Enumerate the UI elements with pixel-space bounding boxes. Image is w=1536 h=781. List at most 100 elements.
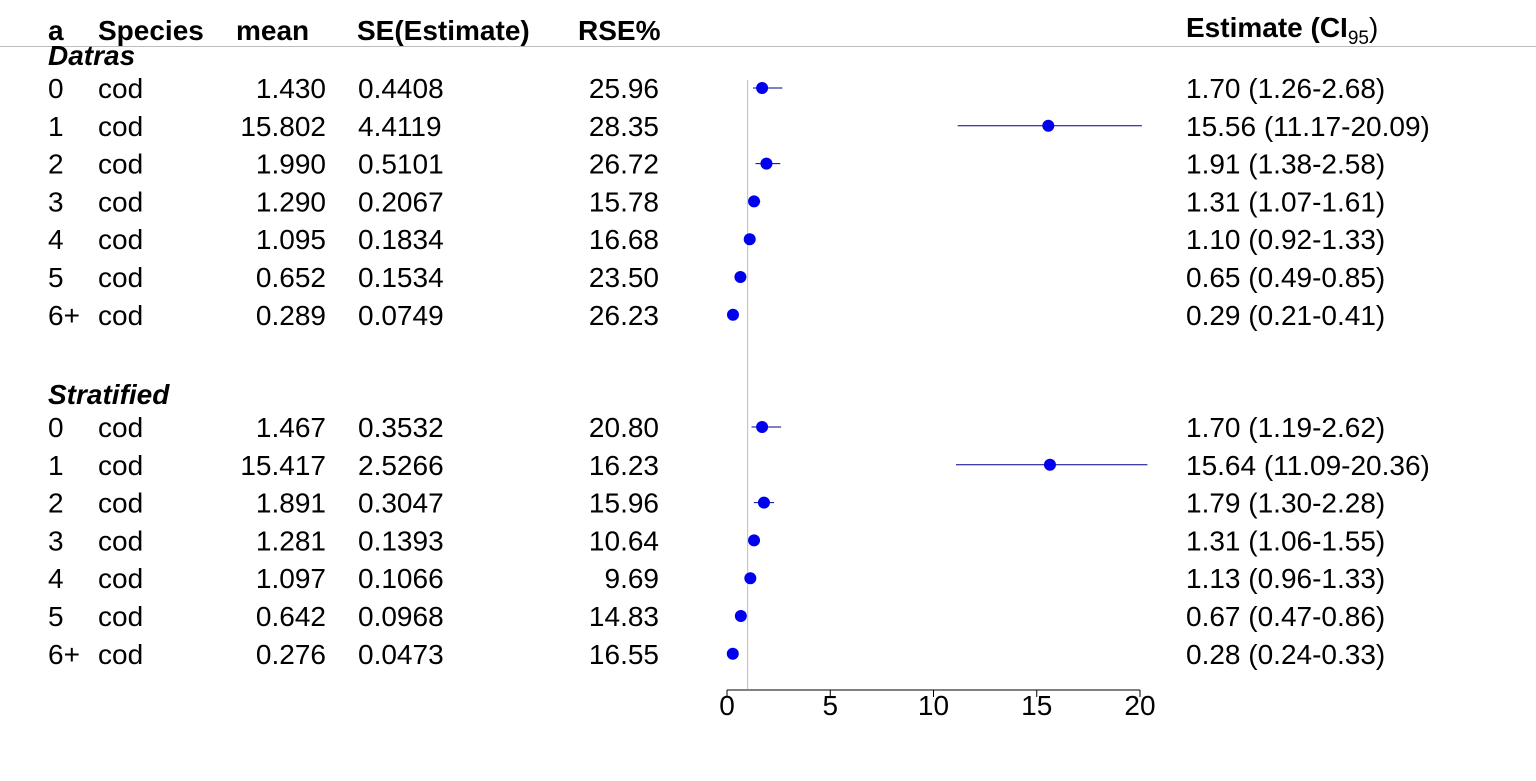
cell-rse: 28.35 bbox=[589, 111, 659, 142]
cell-se: 0.2067 bbox=[358, 186, 444, 217]
cell-estimate: 1.70 (1.19-2.62) bbox=[1186, 412, 1385, 443]
cell-species: cod bbox=[98, 601, 143, 632]
cell-species: cod bbox=[98, 563, 143, 594]
cell-mean: 1.467 bbox=[256, 412, 326, 443]
cell-species: cod bbox=[98, 639, 143, 670]
cell-species: cod bbox=[98, 525, 143, 556]
cell-a: 2 bbox=[48, 488, 64, 519]
cell-estimate: 15.64 (11.09-20.36) bbox=[1186, 450, 1430, 481]
header-a: a bbox=[48, 15, 64, 46]
cell-species: cod bbox=[98, 488, 143, 519]
cell-estimate: 0.67 (0.47-0.86) bbox=[1186, 601, 1385, 632]
plot-layer bbox=[726, 80, 1148, 689]
cell-species: cod bbox=[98, 300, 143, 331]
cell-species: cod bbox=[98, 111, 143, 142]
estimate-point bbox=[734, 610, 747, 622]
header-estimate-sub: 95 bbox=[1348, 28, 1369, 49]
cell-a: 1 bbox=[48, 111, 64, 142]
cell-a: 4 bbox=[48, 224, 64, 255]
estimate-point bbox=[726, 647, 739, 660]
estimate-point bbox=[1042, 119, 1055, 132]
cell-estimate: 0.29 (0.21-0.41) bbox=[1186, 300, 1385, 331]
cell-species: cod bbox=[98, 186, 143, 217]
cell-mean: 1.281 bbox=[256, 525, 326, 556]
cell-a: 3 bbox=[48, 186, 64, 217]
cell-a: 2 bbox=[48, 149, 64, 180]
cell-se: 0.0473 bbox=[358, 639, 444, 670]
cell-mean: 0.276 bbox=[256, 639, 326, 670]
cell-mean: 15.802 bbox=[240, 111, 326, 142]
cell-mean: 1.430 bbox=[256, 73, 326, 104]
header-estimate-close: ) bbox=[1369, 12, 1378, 43]
cell-a: 6+ bbox=[48, 300, 80, 331]
cell-mean: 1.290 bbox=[256, 186, 326, 217]
x-tick-label: 20 bbox=[1124, 690, 1155, 721]
cell-rse: 15.78 bbox=[589, 186, 659, 217]
header-se: SE(Estimate) bbox=[357, 15, 530, 46]
cell-se: 0.4408 bbox=[358, 73, 444, 104]
estimate-point bbox=[1043, 458, 1056, 471]
cell-rse: 14.83 bbox=[589, 601, 659, 632]
cell-estimate: 1.13 (0.96-1.33) bbox=[1186, 563, 1385, 594]
cell-rse: 26.72 bbox=[589, 149, 659, 180]
cell-estimate: 1.31 (1.06-1.55) bbox=[1186, 525, 1385, 556]
estimate-point bbox=[756, 421, 769, 433]
cell-estimate: 15.56 (11.17-20.09) bbox=[1186, 111, 1430, 142]
cell-estimate: 1.70 (1.26-2.68) bbox=[1186, 73, 1385, 104]
cell-mean: 0.652 bbox=[256, 262, 326, 293]
x-axis: 0 5 10 15 20 bbox=[719, 689, 1156, 721]
cell-se: 0.3532 bbox=[358, 412, 444, 443]
estimate-point bbox=[744, 572, 757, 585]
cell-species: cod bbox=[98, 149, 143, 180]
group-title: Datras bbox=[48, 40, 135, 71]
cell-a: 3 bbox=[48, 525, 64, 556]
cell-estimate: 1.91 (1.38-2.58) bbox=[1186, 149, 1385, 180]
cell-a: 5 bbox=[48, 262, 64, 293]
cell-mean: 1.990 bbox=[256, 149, 326, 180]
estimate-point bbox=[748, 534, 761, 547]
cell-estimate: 1.31 (1.07-1.61) bbox=[1186, 186, 1385, 217]
cell-rse: 9.69 bbox=[605, 563, 660, 594]
x-tick-label: 10 bbox=[918, 690, 949, 721]
estimate-point bbox=[756, 82, 769, 94]
header-estimate: Estimate (CI95) bbox=[1186, 12, 1378, 49]
x-tick-label: 0 bbox=[719, 690, 735, 721]
cell-se: 0.3047 bbox=[358, 488, 444, 519]
cell-se: 0.0749 bbox=[358, 300, 444, 331]
x-tick-label: 5 bbox=[822, 690, 838, 721]
cell-estimate: 0.65 (0.49-0.85) bbox=[1186, 262, 1385, 293]
cell-estimate: 1.79 (1.30-2.28) bbox=[1186, 488, 1385, 519]
cell-rse: 16.68 bbox=[589, 224, 659, 255]
cell-estimate: 1.10 (0.92-1.33) bbox=[1186, 224, 1385, 255]
group-title: Stratified bbox=[48, 379, 170, 410]
cell-se: 0.1534 bbox=[358, 262, 444, 293]
cell-rse: 16.55 bbox=[589, 639, 659, 670]
cell-se: 2.5266 bbox=[358, 450, 444, 481]
x-tick-label: 15 bbox=[1021, 690, 1052, 721]
cell-a: 6+ bbox=[48, 639, 80, 670]
estimate-point bbox=[757, 496, 770, 509]
header-mean: mean bbox=[236, 15, 309, 46]
cell-rse: 15.96 bbox=[589, 488, 659, 519]
cell-species: cod bbox=[98, 224, 143, 255]
cell-a: 1 bbox=[48, 450, 64, 481]
estimate-point bbox=[760, 157, 773, 170]
cell-mean: 15.417 bbox=[240, 450, 326, 481]
cell-mean: 0.642 bbox=[256, 601, 326, 632]
cell-a: 0 bbox=[48, 73, 64, 104]
estimate-point bbox=[734, 271, 747, 283]
cell-rse: 20.80 bbox=[589, 412, 659, 443]
cell-rse: 26.23 bbox=[589, 300, 659, 331]
cell-rse: 16.23 bbox=[589, 450, 659, 481]
cell-se: 4.4119 bbox=[358, 111, 442, 142]
cell-rse: 23.50 bbox=[589, 262, 659, 293]
cell-mean: 1.891 bbox=[256, 488, 326, 519]
cell-a: 4 bbox=[48, 563, 64, 594]
cell-species: cod bbox=[98, 73, 143, 104]
estimate-point bbox=[743, 233, 756, 246]
estimate-point bbox=[748, 195, 761, 208]
cell-species: cod bbox=[98, 412, 143, 443]
cell-mean: 0.289 bbox=[256, 300, 326, 331]
header-rse: RSE% bbox=[578, 15, 661, 46]
